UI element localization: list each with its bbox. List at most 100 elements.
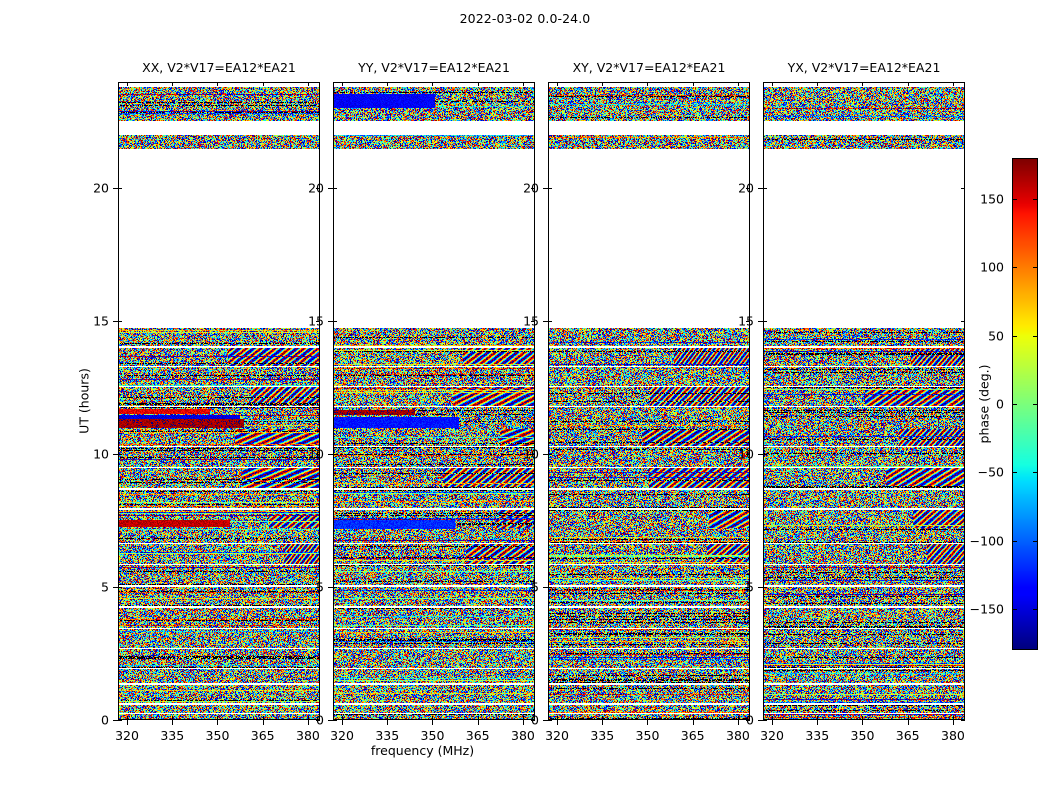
x-tick-inner (172, 716, 174, 720)
panel-title-yy: YY, V2*V17=EA12*EA21 (358, 60, 510, 75)
x-tick-top (952, 82, 954, 86)
x-tick-label: 335 (590, 728, 615, 743)
y-tick-label: 10 (93, 446, 109, 462)
colorbar-tick-mark (1012, 609, 1017, 610)
x-tick-mark (692, 720, 694, 725)
x-tick-top (737, 82, 739, 86)
panel-xx: XX, V2*V17=EA12*EA21 0 5 10 15 20 320 335 350 365… (93, 60, 320, 743)
x-axis-label: frequency (MHz) (370, 743, 475, 758)
panel-xy: XY, V2*V17=EA12*EA21 0 5 10 15 20 320 335 350 365… (523, 60, 750, 743)
x-tick-mark (737, 720, 739, 725)
y-tick-label: 0 (746, 712, 754, 728)
colorbar-tick-mark-right (1033, 199, 1038, 200)
y-tick-inner (333, 587, 337, 589)
x-tick-top (602, 82, 604, 86)
y-tick-mark (328, 587, 333, 589)
y-tick-mark (113, 454, 118, 456)
x-tick-mark (952, 720, 954, 725)
y-tick-mark (113, 321, 118, 323)
y-tick-right (746, 454, 750, 456)
colorbar-tick-mark (1012, 472, 1017, 474)
x-tick-top (262, 82, 264, 86)
x-tick-mark (817, 720, 819, 725)
colorbar-tick-label: 0 (996, 396, 1004, 412)
x-tick-label: 320 (115, 728, 139, 743)
colorbar-tick-mark-right (1033, 404, 1038, 405)
x-tick-inner (907, 716, 909, 720)
colorbar-tick-mark-right (1033, 609, 1038, 610)
y-tick-inner (548, 587, 552, 589)
x-tick-top (127, 82, 129, 86)
y-tick-mark (758, 720, 763, 721)
x-tick-top (342, 82, 344, 86)
colorbar-tick-mark-right (1033, 267, 1038, 269)
y-tick-right (531, 454, 535, 456)
x-tick-top (477, 82, 479, 86)
y-tick-inner (333, 720, 337, 721)
x-tick-top (862, 82, 864, 86)
x-tick-label: 350 (205, 728, 230, 743)
x-tick-label: 335 (160, 728, 185, 743)
x-tick-label: 350 (850, 728, 875, 743)
x-tick-label: 365 (465, 728, 490, 743)
y-tick-right (746, 188, 750, 190)
colorbar-tick-label: 50 (988, 328, 1004, 344)
y-tick-right (316, 321, 320, 323)
y-tick-inner (118, 587, 122, 589)
y-tick-label: 20 (93, 180, 109, 196)
y-tick-label: 10 (738, 446, 754, 462)
y-tick-right (531, 188, 535, 190)
panel-title-xx: XX, V2*V17=EA12*EA21 (142, 60, 296, 75)
colorbar: −150 −100 −50 0 50 100 150 (970, 158, 1038, 650)
y-tick-label: 20 (308, 180, 324, 196)
y-tick-right (746, 587, 750, 589)
x-tick-label: 335 (375, 728, 400, 743)
y-tick-label: 10 (308, 446, 324, 462)
waterfall-axes-yx (763, 82, 965, 720)
y-tick-mark (543, 454, 548, 456)
y-tick-inner (548, 720, 552, 721)
x-tick-mark (602, 720, 604, 725)
x-tick-inner (647, 716, 649, 720)
x-tick-inner (817, 716, 819, 720)
y-tick-mark (113, 587, 118, 589)
x-tick-inner (307, 716, 309, 720)
waterfall-image-yy (334, 83, 534, 719)
x-tick-inner (772, 716, 774, 720)
x-tick-top (522, 82, 524, 86)
y-tick-label: 0 (531, 712, 539, 728)
y-tick-mark (543, 188, 548, 190)
x-tick-top (217, 82, 219, 86)
waterfall-axes-yy (333, 82, 535, 720)
y-tick-right (316, 454, 320, 456)
y-tick-right (961, 720, 965, 721)
x-tick-label: 320 (330, 728, 354, 743)
y-tick-inner (763, 188, 767, 190)
colorbar-tick-mark-right (1033, 540, 1038, 542)
y-tick-mark (113, 720, 118, 721)
y-tick-mark (328, 454, 333, 456)
x-tick-mark (262, 720, 264, 725)
y-tick-inner (763, 454, 767, 456)
y-tick-inner (118, 321, 122, 323)
y-tick-right (531, 321, 535, 323)
y-tick-inner (333, 188, 337, 190)
colorbar-tick-mark (1012, 540, 1017, 542)
y-tick-right (316, 188, 320, 190)
y-tick-inner (763, 587, 767, 589)
colorbar-tick-mark-right (1033, 335, 1038, 337)
x-tick-label: 380 (511, 728, 535, 743)
x-tick-mark (862, 720, 864, 725)
y-tick-mark (113, 188, 118, 190)
x-tick-top (557, 82, 559, 86)
y-tick-label: 15 (308, 313, 324, 329)
y-tick-inner (118, 454, 122, 456)
x-tick-inner (557, 716, 559, 720)
panel-title-xy: XY, V2*V17=EA12*EA21 (572, 60, 726, 75)
x-tick-mark (557, 720, 559, 725)
y-tick-label: 5 (746, 579, 754, 595)
y-tick-mark (328, 321, 333, 323)
colorbar-tick-mark (1012, 335, 1017, 337)
waterfall-axes-xx (118, 82, 320, 720)
